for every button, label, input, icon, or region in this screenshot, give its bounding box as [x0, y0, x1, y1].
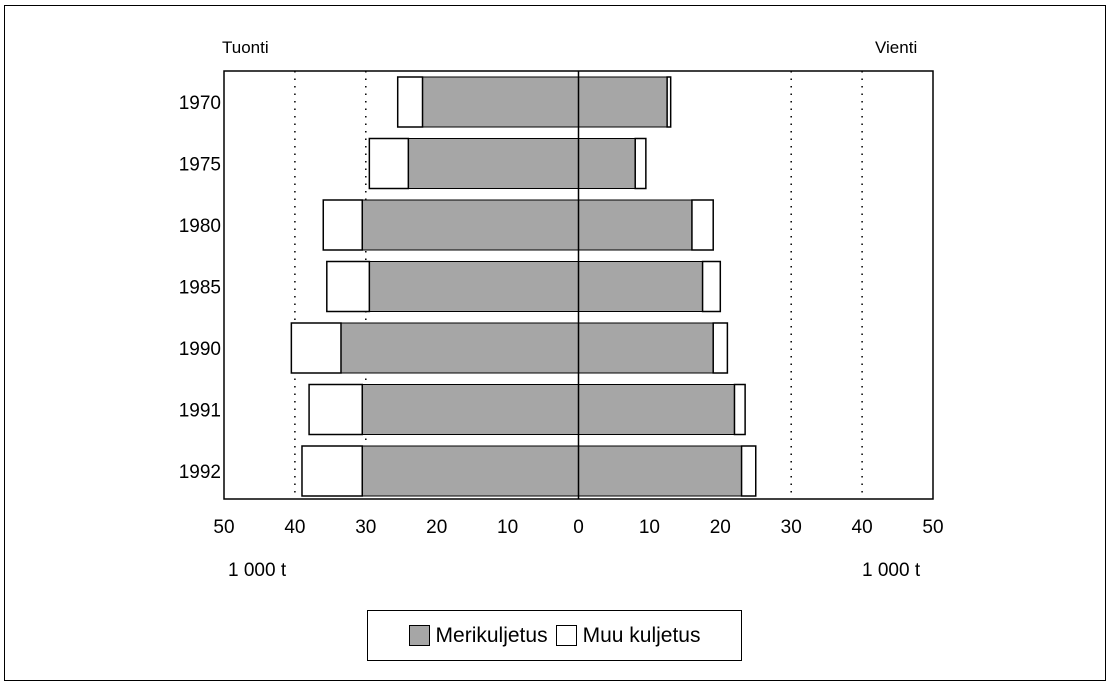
- bar-import-other: [396, 76, 424, 128]
- x-tick-label: 50: [213, 517, 234, 538]
- bar-import-sea: [361, 199, 579, 251]
- bar-export-other: [634, 137, 647, 190]
- x-tick-label: 30: [355, 517, 376, 538]
- bar-import-sea: [368, 261, 579, 312]
- legend-item-other: Muu kuljetus: [555, 623, 701, 648]
- bar-export-sea: [578, 199, 693, 251]
- x-tick-label: 20: [710, 517, 731, 538]
- export-unit-label: 1 000 t: [862, 560, 921, 581]
- year-label: 1992: [179, 462, 221, 483]
- year-label: 1991: [179, 401, 221, 422]
- bar-export-other: [701, 260, 722, 313]
- bar-export-sea: [578, 445, 743, 497]
- bar-import-sea: [407, 138, 579, 189]
- legend-label-other: Muu kuljetus: [582, 623, 701, 647]
- year-label: 1975: [179, 155, 221, 176]
- bar-export-sea: [578, 384, 735, 435]
- legend-swatch-sea: [408, 625, 430, 646]
- bar-export-sea: [578, 261, 704, 312]
- bar-export-sea: [578, 76, 668, 128]
- year-label: 1990: [179, 339, 221, 360]
- bar-import-other: [368, 137, 410, 190]
- bar-import-other: [290, 322, 342, 374]
- bar-import-other: [308, 383, 364, 436]
- year-label: 1970: [179, 93, 221, 114]
- bar-export-sea: [578, 322, 714, 374]
- bar-export-other: [740, 445, 757, 497]
- legend-label-sea: Merikuljetus: [435, 623, 548, 647]
- bar-import-sea: [422, 76, 579, 128]
- bar-import-other: [301, 445, 364, 497]
- x-tick-label: 50: [922, 517, 943, 538]
- x-tick-label: 0: [573, 517, 584, 538]
- legend-item-sea: Merikuljetus: [408, 623, 548, 648]
- year-label: 1985: [179, 278, 221, 299]
- bar-import-sea: [340, 322, 579, 374]
- bar-export-other: [666, 76, 672, 128]
- x-tick-label: 40: [284, 517, 305, 538]
- x-tick-label: 30: [781, 517, 802, 538]
- x-tick-label: 10: [639, 517, 660, 538]
- export-label: Vienti: [875, 38, 918, 57]
- legend: Merikuljetus Muu kuljetus: [367, 610, 742, 661]
- bar-import-other: [326, 260, 371, 313]
- import-unit-label: 1 000 t: [228, 560, 287, 581]
- import-label: Tuonti: [222, 38, 269, 57]
- x-tick-label: 40: [852, 517, 873, 538]
- bar-import-sea: [361, 445, 579, 497]
- x-tick-label: 10: [497, 517, 518, 538]
- bar-import-sea: [361, 384, 579, 435]
- bar-export-other: [691, 199, 714, 251]
- bar-export-other: [733, 383, 746, 436]
- bar-import-other: [322, 199, 364, 251]
- x-tick-label: 20: [426, 517, 447, 538]
- bar-export-sea: [578, 138, 636, 189]
- legend-swatch-other: [555, 625, 577, 646]
- bar-export-other: [712, 322, 729, 374]
- year-label: 1980: [179, 216, 221, 237]
